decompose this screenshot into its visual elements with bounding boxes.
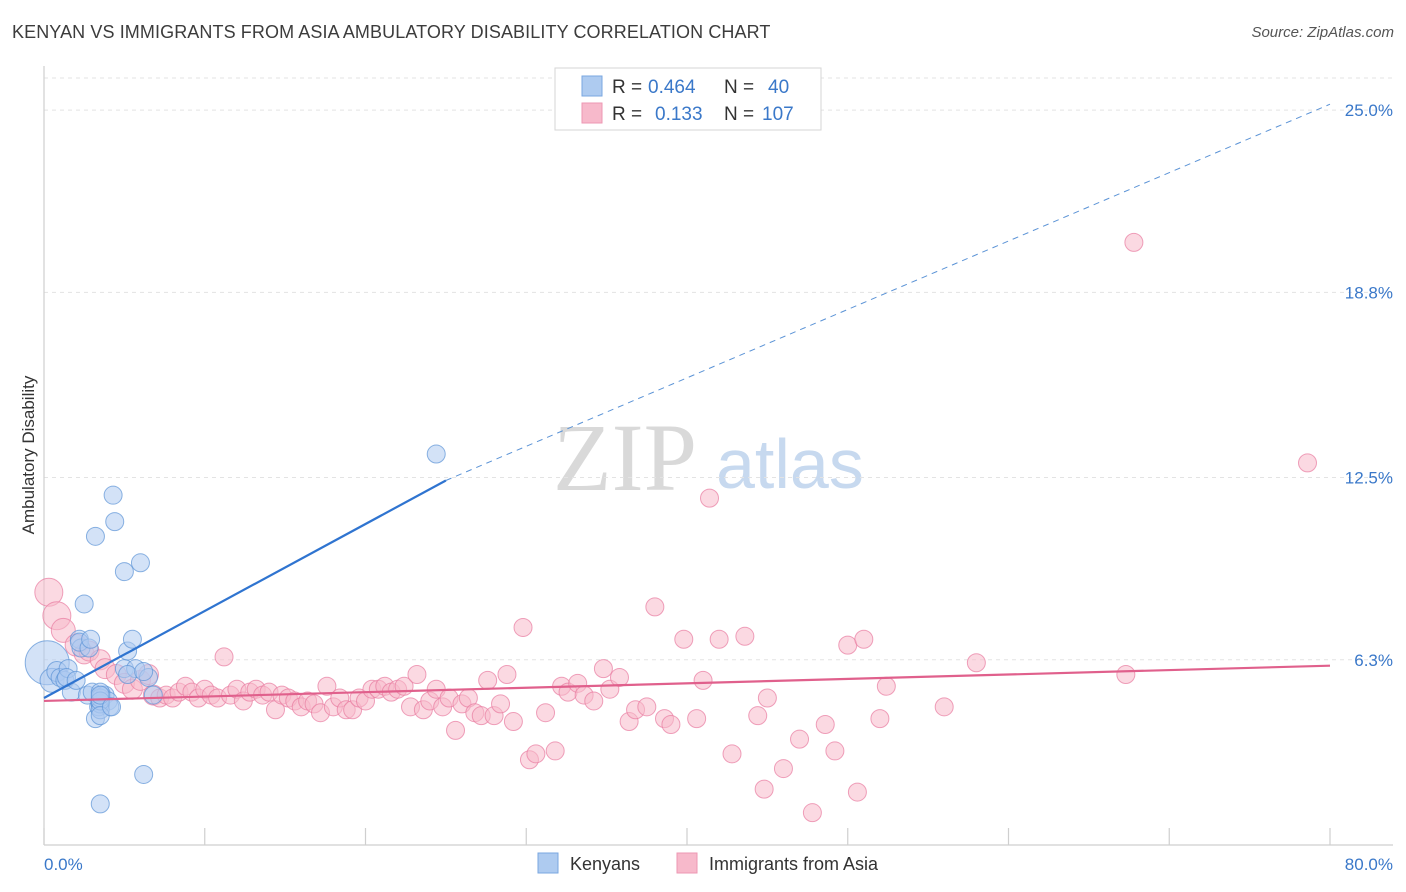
data-point xyxy=(114,562,134,582)
data-point xyxy=(838,635,858,655)
data-point xyxy=(85,526,105,546)
data-point xyxy=(870,709,890,729)
data-point xyxy=(214,647,234,667)
data-point xyxy=(130,553,150,573)
data-point xyxy=(103,485,123,505)
y-axis-label: Ambulatory Disability xyxy=(19,375,38,534)
trend-line-kenyans xyxy=(43,479,447,699)
trend-line-immigrants xyxy=(43,664,1331,703)
data-point xyxy=(609,667,629,687)
data-point xyxy=(876,676,896,696)
x-tick-label-min: 0.0% xyxy=(44,855,83,874)
bottom-legend-swatch-immigrants xyxy=(676,852,698,874)
x-tick-label-max: 80.0% xyxy=(1345,855,1393,874)
data-point xyxy=(645,597,665,617)
data-point xyxy=(674,629,694,649)
data-point xyxy=(74,594,94,614)
data-point xyxy=(693,670,713,690)
data-point xyxy=(584,691,604,711)
data-point xyxy=(491,694,511,714)
data-point xyxy=(526,744,546,764)
data-point xyxy=(661,714,681,734)
legend-box: R = 0.464 N = 40 R = 0.133 N = 107 xyxy=(554,67,822,131)
data-point xyxy=(545,741,565,761)
data-point xyxy=(722,744,742,764)
trend-lines xyxy=(43,103,1331,703)
data-point xyxy=(426,444,446,464)
data-point xyxy=(118,665,138,685)
data-point xyxy=(700,488,720,508)
data-point xyxy=(81,629,101,649)
watermark-atlas: atlas xyxy=(716,425,864,503)
y-tick-label: 12.5% xyxy=(1345,469,1393,488)
data-point xyxy=(966,653,986,673)
data-point xyxy=(735,626,755,646)
chart-title: KENYAN VS IMMIGRANTS FROM ASIA AMBULATOR… xyxy=(12,22,771,42)
data-point xyxy=(407,665,427,685)
source-credit: Source: ZipAtlas.com xyxy=(1251,24,1394,41)
legend-n-label-kenyans: N = xyxy=(724,77,754,98)
data-point xyxy=(802,803,822,823)
data-point xyxy=(122,629,142,649)
data-point xyxy=(757,688,777,708)
data-point xyxy=(478,670,498,690)
data-point xyxy=(1297,453,1317,473)
watermark-zip: ZIP xyxy=(553,404,697,511)
data-point xyxy=(1124,232,1144,252)
data-point xyxy=(513,617,533,637)
y-tick-labels: 6.3% 12.5% 18.8% 25.0% xyxy=(1345,101,1393,670)
data-point xyxy=(754,779,774,799)
series-immigrants-points xyxy=(34,232,1317,823)
legend-swatch-kenyans xyxy=(581,75,603,97)
legend-r-label-kenyans: R = xyxy=(612,77,642,98)
data-point xyxy=(748,706,768,726)
legend-r-value-immigrants: 0.133 xyxy=(655,104,703,125)
legend-r-label-immigrants: R = xyxy=(612,104,642,125)
bottom-legend-label-immigrants: Immigrants from Asia xyxy=(709,854,879,874)
data-point xyxy=(134,764,154,784)
data-point xyxy=(773,759,793,779)
data-point xyxy=(815,714,835,734)
legend-r-value-kenyans: 0.464 xyxy=(648,77,696,98)
data-point xyxy=(105,512,125,532)
data-point xyxy=(825,741,845,761)
y-tick-label: 25.0% xyxy=(1345,101,1393,120)
data-point xyxy=(854,629,874,649)
data-point xyxy=(847,782,867,802)
data-point xyxy=(637,697,657,717)
data-point xyxy=(536,703,556,723)
legend-n-value-immigrants: 107 xyxy=(762,104,794,125)
series-kenyans-points xyxy=(24,444,446,814)
data-point xyxy=(317,676,337,696)
data-point xyxy=(497,665,517,685)
bottom-legend: Kenyans Immigrants from Asia xyxy=(537,852,879,874)
data-point xyxy=(134,662,154,682)
legend-n-label-immigrants: N = xyxy=(724,104,754,125)
bottom-legend-swatch-kenyans xyxy=(537,852,559,874)
y-tick-label: 6.3% xyxy=(1354,651,1393,670)
y-tick-label: 18.8% xyxy=(1345,283,1393,302)
data-point xyxy=(90,794,110,814)
bottom-legend-label-kenyans: Kenyans xyxy=(570,854,640,874)
legend-n-value-kenyans: 40 xyxy=(768,77,789,98)
x-ticks xyxy=(43,828,1331,845)
data-point xyxy=(143,685,163,705)
data-point xyxy=(1116,665,1136,685)
axes xyxy=(43,66,1393,846)
gridlines xyxy=(44,77,1393,661)
data-point xyxy=(102,697,122,717)
data-point xyxy=(446,720,466,740)
data-point xyxy=(709,629,729,649)
data-point xyxy=(503,712,523,732)
legend-swatch-immigrants xyxy=(581,102,603,124)
data-point xyxy=(687,709,707,729)
data-point xyxy=(593,659,613,679)
data-point xyxy=(790,729,810,749)
data-point xyxy=(934,697,954,717)
